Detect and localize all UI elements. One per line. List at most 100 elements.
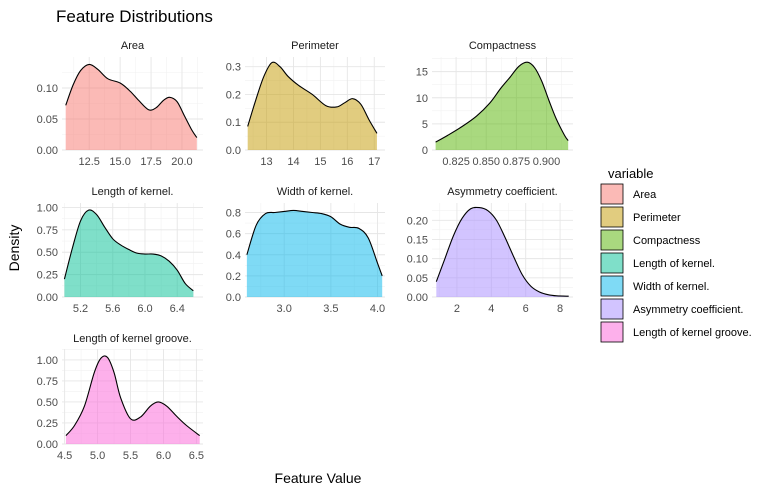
x-tick-label: 6.0 xyxy=(137,303,152,315)
legend-label: Length of kernel. xyxy=(633,258,715,270)
x-tick-label: 0.875 xyxy=(503,156,531,168)
density-area-length-of-kernel xyxy=(64,209,194,297)
legend-swatch xyxy=(600,252,624,274)
density-area-length-of-kernel-groove xyxy=(65,355,200,444)
panel-asymmetry-coefficient: Asymmetry coefficient. 2 4 6 8 0.00 0.05 0.10 0.… xyxy=(407,186,573,315)
x-tick-label: 5.0 xyxy=(90,450,105,462)
y-tick-label: 0.75 xyxy=(37,225,58,237)
strip-label: Area xyxy=(121,40,145,52)
y-tick-label: 0.10 xyxy=(407,254,428,266)
density-line-length-of-kernel-groove xyxy=(65,355,201,437)
panel-width-of-kernel: Width of kernel. 3.0 3.5 4.0 0.0 0.2 0.4 0.6 0.8 xyxy=(226,186,385,315)
x-tick-label: 8 xyxy=(557,303,563,315)
legend-label: Area xyxy=(633,189,657,201)
density-line-asymmetry-coefficient xyxy=(435,206,569,297)
density-area-compactness xyxy=(435,62,569,150)
y-tick-label: 0.1 xyxy=(226,117,241,129)
y-tick-label: 1.00 xyxy=(37,355,58,367)
y-tick-label: 0.6 xyxy=(226,229,241,241)
y-tick-label: 0.2 xyxy=(226,271,241,283)
x-tick-label: 13 xyxy=(260,156,272,168)
density-line-length-of-kernel xyxy=(63,209,194,292)
legend-swatch xyxy=(600,298,624,320)
legend-label: Compactness xyxy=(633,235,701,247)
y-tick-label: 0.75 xyxy=(37,376,58,388)
x-tick-label: 3.5 xyxy=(323,303,338,315)
y-tick-label: 0.8 xyxy=(226,208,241,220)
legend-label: Length of kernel groove. xyxy=(633,327,752,339)
density-line-compactness xyxy=(435,61,569,143)
legend-swatch xyxy=(600,275,624,297)
legend-label: Width of kernel. xyxy=(633,281,709,293)
y-tick-label: 0 xyxy=(422,145,428,157)
x-tick-label: 6 xyxy=(523,303,529,315)
x-axis-title: Feature Value xyxy=(275,470,362,486)
y-axis-title: Density xyxy=(6,225,22,272)
y-tick-label: 15 xyxy=(416,67,428,79)
x-tick-label: 6.4 xyxy=(170,303,185,315)
strip-label: Width of kernel. xyxy=(277,186,353,198)
x-tick-label: 5.2 xyxy=(73,303,88,315)
legend-item-area: Area xyxy=(600,183,657,205)
strip-label: Asymmetry coefficient. xyxy=(447,186,557,198)
x-tick-label: 14 xyxy=(287,156,299,168)
strip-label: Length of kernel. xyxy=(92,186,174,198)
y-tick-label: 0.00 xyxy=(37,292,58,304)
x-tick-label: 5.6 xyxy=(105,303,120,315)
y-tick-label: 0.00 xyxy=(37,439,58,451)
legend-swatch xyxy=(600,206,624,228)
y-tick-label: 0.2 xyxy=(226,89,241,101)
x-tick-label: 2 xyxy=(454,303,460,315)
legend-item-asymmetry-coefficient: Asymmetry coefficient. xyxy=(600,298,743,320)
y-tick-label: 0.50 xyxy=(37,397,58,409)
y-tick-label: 0.0 xyxy=(226,292,241,304)
legend-swatch xyxy=(600,183,624,205)
legend-swatch xyxy=(600,321,624,343)
y-tick-label: 0.20 xyxy=(407,215,428,227)
x-tick-label: 17 xyxy=(368,156,380,168)
density-line-area xyxy=(65,63,198,138)
x-tick-label: 16 xyxy=(341,156,353,168)
y-tick-label: 5 xyxy=(422,119,428,131)
panel-area: Area 12.5 15.0 17.5 20.0 0.00 0.05 0.10 xyxy=(37,40,203,168)
legend-label: Perimeter xyxy=(633,212,681,224)
y-tick-label: 1.00 xyxy=(37,202,58,214)
legend-label: Asymmetry coefficient. xyxy=(633,304,743,316)
x-tick-label: 17.5 xyxy=(140,156,161,168)
legend-item-compactness: Compactness xyxy=(600,229,701,251)
density-line-width-of-kernel xyxy=(246,209,383,277)
density-area-asymmetry-coefficient xyxy=(436,207,569,297)
chart-title: Feature Distributions xyxy=(56,7,213,26)
x-tick-label: 6.0 xyxy=(156,450,171,462)
legend-item-width-of-kernel: Width of kernel. xyxy=(600,275,709,297)
x-tick-label: 5.5 xyxy=(123,450,138,462)
x-tick-label: 4.0 xyxy=(370,303,385,315)
y-tick-label: 10 xyxy=(416,93,428,105)
y-tick-label: 0.10 xyxy=(37,83,58,95)
panel-compactness: Compactness 0.825 0.850 0.875 0.900 0 5 10 15 xyxy=(416,40,573,168)
x-tick-label: 20.0 xyxy=(171,156,192,168)
y-tick-label: 0.00 xyxy=(37,145,58,157)
y-tick-label: 0.0 xyxy=(226,145,241,157)
legend-item-length-of-kernel-groove: Length of kernel groove. xyxy=(600,321,752,343)
y-tick-label: 0.25 xyxy=(37,270,58,282)
panel-length-of-kernel-groove: Length of kernel groove. 4.5 5.0 5.5 6.0 6.5 0… xyxy=(37,333,204,462)
y-tick-label: 0.3 xyxy=(226,62,241,74)
x-tick-label: 0.825 xyxy=(442,156,470,168)
density-line-perimeter xyxy=(247,61,378,134)
legend-item-perimeter: Perimeter xyxy=(600,206,681,228)
y-tick-label: 0.00 xyxy=(407,292,428,304)
legend-item-length-of-kernel: Length of kernel. xyxy=(600,252,715,274)
y-tick-label: 0.15 xyxy=(407,234,428,246)
density-area-perimeter xyxy=(247,62,377,150)
panel-length-of-kernel: Length of kernel. 5.2 5.6 6.0 6.4 0.00 0.25 0.5… xyxy=(37,186,203,315)
x-tick-label: 6.5 xyxy=(189,450,204,462)
x-tick-label: 0.850 xyxy=(472,156,500,168)
x-tick-label: 3.0 xyxy=(277,303,292,315)
density-area-area xyxy=(65,64,197,150)
x-tick-label: 4 xyxy=(488,303,494,315)
x-tick-label: 12.5 xyxy=(78,156,99,168)
x-tick-label: 4.5 xyxy=(57,450,72,462)
